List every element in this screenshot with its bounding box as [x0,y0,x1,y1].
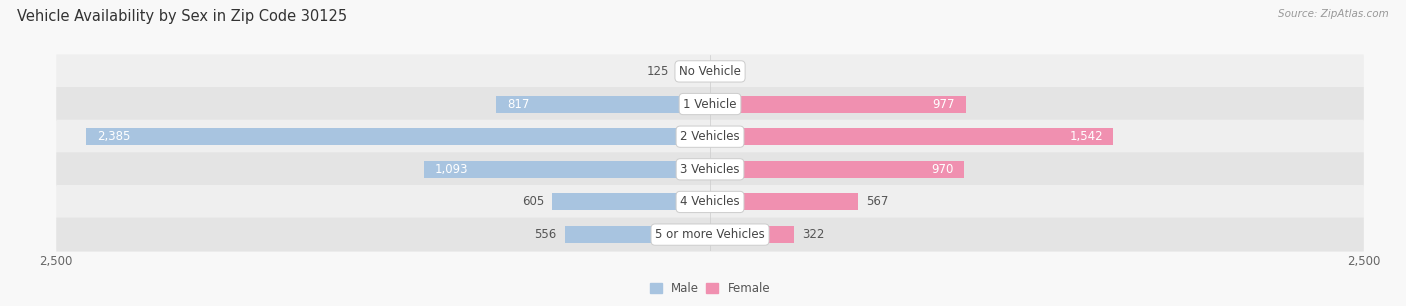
FancyBboxPatch shape [56,185,1364,219]
Text: 1 Vehicle: 1 Vehicle [683,98,737,110]
Bar [710,226,794,243]
Bar [496,95,710,113]
Text: 556: 556 [534,228,557,241]
Bar [565,226,710,243]
Text: 2 Vehicles: 2 Vehicles [681,130,740,143]
Bar [425,161,710,178]
Text: 4 Vehicles: 4 Vehicles [681,196,740,208]
Bar [710,63,723,80]
Text: 605: 605 [522,196,544,208]
Text: Vehicle Availability by Sex in Zip Code 30125: Vehicle Availability by Sex in Zip Code … [17,9,347,24]
FancyBboxPatch shape [56,218,1364,252]
Text: 5 or more Vehicles: 5 or more Vehicles [655,228,765,241]
Text: 567: 567 [866,196,889,208]
Text: 50: 50 [731,65,745,78]
Text: 1,093: 1,093 [434,163,468,176]
Bar [551,193,710,211]
FancyBboxPatch shape [56,54,1364,88]
FancyBboxPatch shape [56,120,1364,154]
Text: 3 Vehicles: 3 Vehicles [681,163,740,176]
Text: 125: 125 [647,65,669,78]
Text: 977: 977 [932,98,955,110]
Text: No Vehicle: No Vehicle [679,65,741,78]
Bar [710,128,1114,145]
Text: Source: ZipAtlas.com: Source: ZipAtlas.com [1278,9,1389,19]
Text: 322: 322 [801,228,824,241]
Text: 2,385: 2,385 [97,130,131,143]
Bar [710,95,966,113]
FancyBboxPatch shape [56,87,1364,121]
FancyBboxPatch shape [56,152,1364,186]
Bar [710,161,963,178]
Legend: Male, Female: Male, Female [645,278,775,300]
Bar [710,193,858,211]
Bar [86,128,710,145]
Bar [678,63,710,80]
Text: 817: 817 [506,98,529,110]
Text: 970: 970 [931,163,953,176]
Text: 1,542: 1,542 [1069,130,1102,143]
